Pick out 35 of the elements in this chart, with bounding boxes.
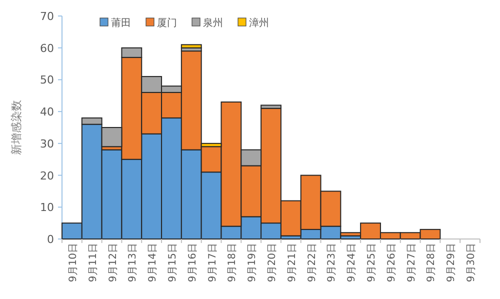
bar <box>180 44 202 48</box>
x-tick-label: 9月12日 <box>108 243 119 282</box>
y-tick-label: 20 <box>40 169 54 182</box>
x-tick-label: 9月26日 <box>386 243 398 282</box>
x-tick-label: 9月16日 <box>187 243 198 282</box>
y-tick-label: 40 <box>40 106 54 119</box>
x-tick-label: 9月13日 <box>128 243 139 282</box>
x-tick-label: 9月23日 <box>326 243 338 282</box>
x-tick-label: 9月11日 <box>88 243 99 282</box>
y-axis-title: 新增感染数 <box>10 100 23 155</box>
y-tick-label: 10 <box>40 201 54 214</box>
x-tick-label: 9月21日 <box>286 243 298 282</box>
x-tick-label: 9月29日 <box>446 243 458 282</box>
x-tick-label: 9月14日 <box>148 243 159 282</box>
legend-label: 泉州 <box>203 17 223 29</box>
y-tick-label: 0 <box>47 233 54 246</box>
x-tick-label: 9月24日 <box>346 243 358 282</box>
legend-label: 莆田 <box>111 17 131 29</box>
x-tick-label: 9月30日 <box>466 243 478 282</box>
x-tick-label: 9月18日 <box>227 243 238 282</box>
legend-label: 漳州 <box>249 17 269 29</box>
x-tick-label: 9月25日 <box>366 243 378 282</box>
x-tick-label: 9月19日 <box>247 243 258 282</box>
y-tick-label: 50 <box>40 74 54 87</box>
x-tick-label: 9月28日 <box>426 243 438 282</box>
x-tick-label: 9月22日 <box>306 243 318 282</box>
y-tick-label: 30 <box>40 137 54 150</box>
legend-label: 厦门 <box>157 17 177 29</box>
x-tick-label: 9月17日 <box>207 243 218 282</box>
x-tick-label: 9月15日 <box>167 243 178 282</box>
y-tick-label: 60 <box>40 42 54 55</box>
x-tick-label: 9月20日 <box>267 243 278 282</box>
y-tick-label: 70 <box>40 10 54 23</box>
x-tick-label: 9月27日 <box>406 243 418 282</box>
x-tick-label: 9月10日 <box>68 243 79 282</box>
